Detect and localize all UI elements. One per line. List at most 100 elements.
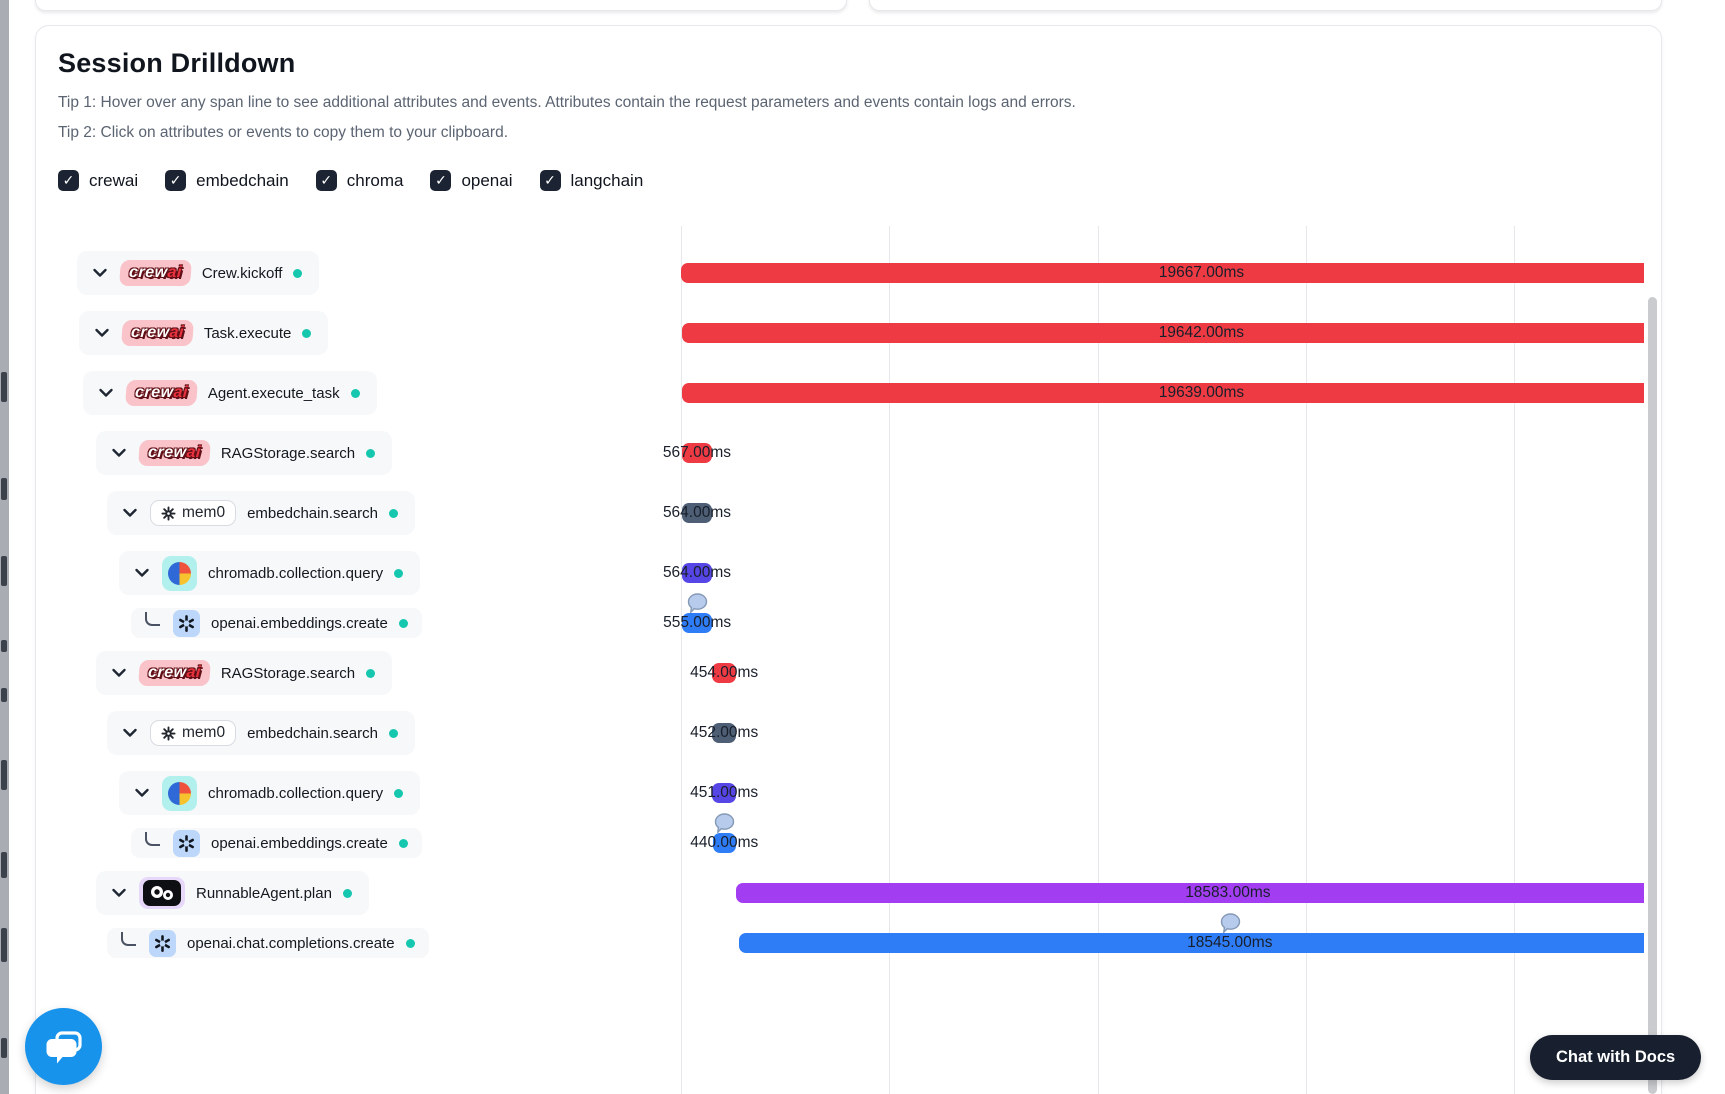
status-dot (394, 568, 404, 578)
span-label: RunnableAgent.plan (196, 884, 332, 902)
status-dot (389, 508, 398, 518)
span-row-RunnableAgent.plan[interactable]: RunnableAgent.plan (96, 871, 369, 915)
chevron-down-icon[interactable] (97, 384, 115, 402)
tree-branch-icon (145, 612, 160, 626)
chat-event-icon[interactable] (713, 813, 736, 838)
checkbox-check-icon: ✓ (430, 170, 452, 191)
span-label: openai.embeddings.create (211, 834, 388, 852)
chevron-down-icon[interactable] (91, 264, 109, 282)
span-bar-chromadb.collection.query[interactable] (712, 783, 737, 803)
status-dot (293, 268, 303, 278)
crewai-logo: crew ai (138, 660, 211, 686)
mem0-logo: mem0 (150, 720, 237, 746)
top-card-left (35, 0, 847, 11)
status-dot (398, 838, 408, 848)
span-row-Agent.execute_task[interactable]: crew ai Agent.execute_task (83, 371, 377, 415)
span-row-chromadb.collection.query[interactable]: chromadb.collection.query (119, 771, 421, 815)
framework-filter-bar: ✓ crewai ✓ embedchain ✓ chroma ✓ openai … (58, 170, 643, 191)
chat-with-docs-button[interactable]: Chat with Docs (1530, 1035, 1702, 1080)
span-row-embedchain.search[interactable]: mem0 embedchain.search (107, 711, 415, 755)
checkbox-check-icon: ✓ (58, 170, 79, 191)
span-row-embedchain.search[interactable]: mem0 embedchain.search (107, 491, 415, 535)
span-bar-openai.embeddings.create[interactable] (682, 613, 712, 633)
framework-filter-chroma[interactable]: ✓ chroma (315, 170, 403, 191)
strip-text-fragment (1, 640, 7, 652)
span-row-RAGStorage.search[interactable]: crew ai RAGStorage.search (96, 431, 393, 475)
span-row-Task.execute[interactable]: crew ai Task.execute (79, 311, 329, 355)
checkbox-check-icon: ✓ (539, 170, 561, 191)
chat-event-icon[interactable] (686, 593, 709, 618)
background-page-strip (0, 0, 9, 1094)
span-row-openai.embeddings.create[interactable]: openai.embeddings.create (131, 608, 422, 638)
mem0-logo: mem0 (150, 500, 237, 526)
span-label: Task.execute (203, 324, 292, 342)
chevron-down-icon[interactable] (93, 324, 111, 342)
chroma-icon (168, 781, 191, 805)
chevron-down-icon[interactable] (110, 884, 128, 902)
framework-filter-embedchain[interactable]: ✓ embedchain (165, 170, 289, 191)
span-row-openai.embeddings.create[interactable]: openai.embeddings.create (131, 828, 422, 858)
span-label: RAGStorage.search (220, 664, 356, 682)
chevron-down-icon[interactable] (133, 564, 151, 582)
tip-2-text: Tip 2: Click on attributes or events to … (58, 124, 508, 141)
span-bar-chromadb.collection.query[interactable] (682, 563, 712, 583)
span-label: chromadb.collection.query (208, 784, 384, 802)
filter-label: embedchain (196, 170, 289, 190)
span-row-chromadb.collection.query[interactable]: chromadb.collection.query (119, 551, 421, 595)
strip-text-fragment (1, 556, 7, 586)
span-label: embedchain.search (247, 504, 378, 522)
chroma-logo (162, 555, 197, 591)
span-bar-openai.chat.completions.create[interactable] (739, 933, 1644, 953)
crewai-logo: crew ai (138, 440, 211, 466)
span-label: openai.chat.completions.create (187, 934, 395, 952)
framework-filter-langchain[interactable]: ✓ langchain (539, 170, 643, 191)
mem0-icon (161, 505, 176, 521)
strip-text-fragment (1, 478, 7, 500)
crewai-logo: crew ai (125, 380, 198, 406)
span-bar-Agent.execute_task[interactable] (681, 383, 1644, 403)
span-row-Crew.kickoff[interactable]: crew ai Crew.kickoff (77, 251, 320, 295)
chat-event-icon[interactable] (1219, 913, 1242, 938)
chat-bubbles-icon (46, 1030, 82, 1063)
span-bar-RAGStorage.search[interactable] (712, 663, 737, 683)
status-dot (366, 668, 376, 678)
span-label: RAGStorage.search (220, 444, 356, 462)
vertical-scrollbar[interactable] (1648, 297, 1657, 1094)
mem0-icon (161, 725, 176, 741)
status-dot (398, 618, 408, 628)
status-dot (389, 728, 398, 738)
span-bar-embedchain.search[interactable] (682, 503, 712, 523)
chevron-down-icon[interactable] (110, 664, 128, 682)
span-bar-RAGStorage.search[interactable] (681, 443, 712, 463)
framework-filter-crewai[interactable]: ✓ crewai (58, 170, 138, 191)
span-bar-Crew.kickoff[interactable] (681, 263, 1644, 283)
status-dot (350, 388, 360, 398)
strip-text-fragment (1, 372, 7, 402)
span-row-RAGStorage.search[interactable]: crew ai RAGStorage.search (96, 651, 393, 695)
status-dot (405, 938, 415, 948)
framework-filter-openai[interactable]: ✓ openai (430, 170, 513, 191)
chevron-down-icon[interactable] (121, 724, 139, 742)
filter-label: crewai (89, 170, 139, 190)
openai-icon (179, 614, 194, 632)
span-bar-Task.execute[interactable] (681, 323, 1644, 343)
trace-waterfall: crew ai Crew.kickoff 19667.00ms crew ai Task.e… (36, 226, 1644, 1094)
chat-widget-button[interactable] (25, 1008, 102, 1085)
strip-text-fragment (1, 688, 7, 702)
span-bar-openai.embeddings.create[interactable] (712, 833, 736, 853)
span-label: chromadb.collection.query (208, 564, 384, 582)
openai-logo (173, 609, 200, 637)
chevron-down-icon[interactable] (110, 444, 128, 462)
openai-icon (155, 934, 170, 952)
status-dot (342, 888, 352, 898)
span-bar-RunnableAgent.plan[interactable] (736, 883, 1644, 903)
timeline-gridline (1306, 226, 1307, 1094)
chevron-down-icon[interactable] (133, 784, 151, 802)
chevron-down-icon[interactable] (121, 504, 139, 522)
span-bar-embedchain.search[interactable] (712, 723, 737, 743)
span-row-openai.chat.completions.create[interactable]: openai.chat.completions.create (107, 928, 429, 958)
crewai-logo: crew ai (121, 320, 194, 346)
checkbox-check-icon: ✓ (315, 170, 337, 191)
langchain-logo (139, 877, 185, 909)
span-label: Agent.execute_task (207, 384, 340, 402)
